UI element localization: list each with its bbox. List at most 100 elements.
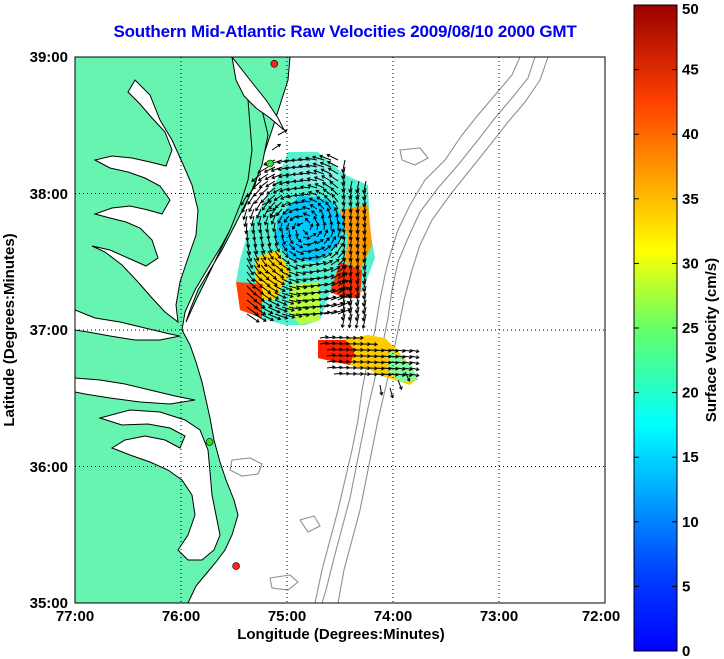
velocity-arrow	[354, 313, 360, 329]
velocity-arrow	[326, 335, 336, 340]
velocity-arrow	[308, 197, 318, 203]
velocity-arrow	[316, 253, 326, 259]
grid-lines	[75, 57, 605, 603]
velocity-arrow	[253, 250, 260, 262]
velocity-arrow	[397, 379, 403, 391]
velocity-arrow	[333, 353, 343, 358]
velocity-arrow	[396, 366, 406, 371]
velocity-arrow	[274, 292, 287, 299]
velocity-arrow	[281, 264, 291, 271]
velocity-arrow	[316, 238, 324, 245]
velocity-arrow	[333, 371, 343, 376]
velocity-arrow	[330, 251, 339, 259]
velocity-arrow	[267, 292, 280, 300]
velocity-arrow	[316, 230, 322, 238]
velocity-arrow	[274, 306, 288, 313]
velocity-arrow	[331, 193, 339, 203]
velocity-arrow	[330, 301, 344, 308]
velocity-arrow	[260, 257, 268, 268]
velocity-arrow	[281, 285, 294, 292]
radar-station-marker	[232, 562, 240, 570]
velocity-arrow	[260, 194, 269, 204]
velocity-arrow	[292, 186, 304, 191]
velocity-arrow	[253, 306, 267, 315]
velocity-arrow	[272, 180, 283, 187]
velocity-arrow	[337, 272, 348, 280]
velocity-arrow	[326, 365, 336, 370]
x-tick: 75:00	[268, 608, 306, 625]
velocity-arrow	[323, 237, 330, 245]
velocity-arrow	[288, 264, 299, 270]
colorbar-label: Surface Velocity (cm/s)	[703, 258, 720, 422]
velocity-arrow	[330, 308, 345, 315]
velocity-arrow	[293, 200, 304, 205]
velocity-arrow	[278, 222, 283, 232]
velocity-arrow	[295, 250, 305, 255]
velocity-arrow	[329, 220, 334, 231]
velocity-arrow	[240, 194, 248, 206]
velocity-arrow	[267, 271, 277, 280]
velocity-arrow	[251, 173, 262, 182]
velocity-arrow	[297, 157, 311, 162]
velocity-arrow	[315, 222, 320, 231]
velocity-arrow	[321, 175, 332, 182]
velocity-arrow	[267, 306, 281, 314]
velocity-arrow	[260, 299, 273, 308]
velocity-arrow	[329, 180, 339, 189]
colorbar-tick-label: 40	[682, 126, 699, 143]
velocity-arrow	[292, 222, 297, 230]
velocity-arrow	[403, 373, 413, 378]
velocity-arrow	[307, 190, 318, 196]
velocity-arrow	[326, 353, 336, 358]
velocity-arrow	[260, 292, 272, 301]
velocity-arrow	[274, 250, 282, 259]
velocity-arrow	[267, 285, 279, 293]
eddy-core	[275, 195, 345, 262]
velocity-arrow	[330, 266, 341, 273]
velocity-arrow	[267, 299, 280, 307]
velocity-arrow	[320, 168, 332, 175]
velocity-arrow	[336, 220, 341, 231]
velocity-arrow	[319, 154, 332, 161]
velocity-arrow	[288, 250, 297, 257]
velocity-arrow	[316, 260, 327, 266]
delaware-bay	[231, 57, 285, 131]
velocity-arrow	[337, 235, 343, 245]
velocity-arrow	[267, 250, 274, 260]
velocity-arrow	[274, 201, 283, 209]
velocity-arrow	[314, 183, 325, 189]
velocity-arrow	[260, 243, 266, 255]
radar-station-marker	[205, 438, 214, 446]
velocity-arrow	[288, 271, 300, 277]
velocity-arrow	[281, 299, 295, 305]
velocity-arrow	[271, 222, 276, 233]
delmarva-peninsula	[185, 98, 269, 323]
velocity-arrow	[249, 208, 255, 220]
velocity-arrow	[271, 143, 282, 151]
velocity-arrow	[333, 365, 343, 370]
velocity-arrows	[240, 129, 420, 399]
velocity-arrow	[326, 207, 332, 217]
velocity-arrow	[260, 306, 274, 315]
colorbar-tick-label: 15	[682, 449, 699, 466]
velocity-arrow	[311, 155, 325, 161]
velocity-arrow	[305, 170, 318, 175]
velocity-arrow	[396, 372, 406, 377]
velocity-arrow	[330, 273, 342, 280]
velocity-arrow	[337, 265, 348, 273]
pamlico-sound	[98, 409, 221, 561]
velocity-arrow	[302, 249, 312, 254]
x-tick: 73:00	[480, 608, 518, 625]
velocity-arrow	[316, 268, 328, 273]
velocity-arrow	[281, 236, 286, 246]
velocity-arrow	[246, 313, 260, 323]
velocity-arrow	[277, 215, 283, 225]
colorbar-tick-label: 35	[682, 191, 699, 208]
velocity-arrow	[315, 189, 325, 196]
velocity-arrow	[253, 271, 263, 282]
x-tick: 74:00	[374, 608, 412, 625]
velocity-arrow	[273, 194, 283, 201]
velocity-arrow	[295, 236, 302, 243]
velocity-arrow	[327, 214, 332, 224]
velocity-arrow	[323, 260, 334, 266]
